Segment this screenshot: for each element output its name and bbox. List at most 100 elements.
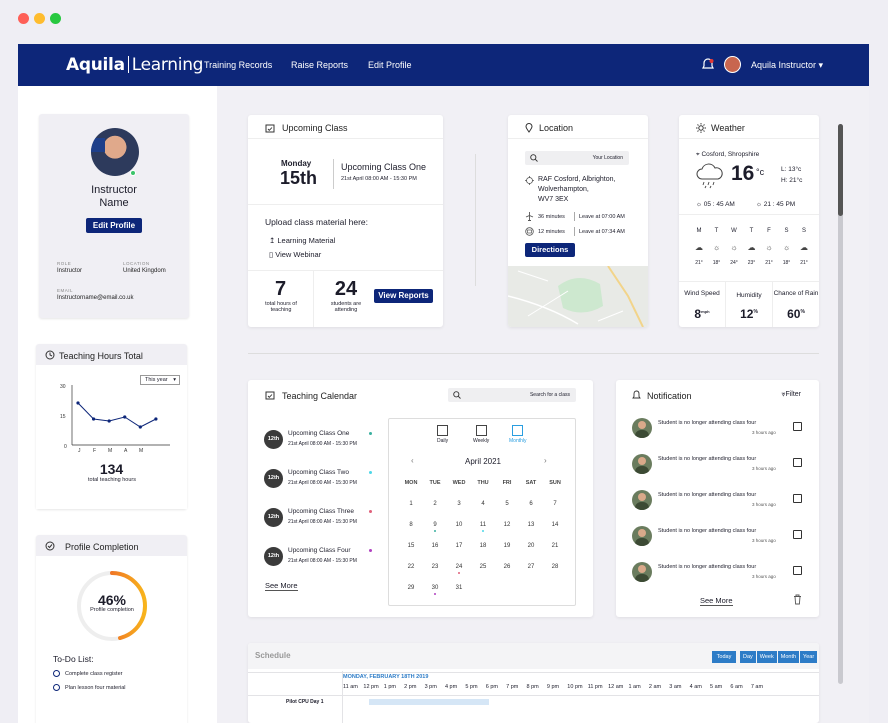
prev-month-arrow[interactable]: ‹	[411, 456, 414, 465]
schedule-event[interactable]	[369, 699, 489, 705]
class-list-item[interactable]: 12th Upcoming Class Four 21st April 08:00 …	[264, 545, 374, 571]
calendar-day[interactable]: 7	[553, 500, 557, 507]
schedule-view-week[interactable]: Week	[756, 651, 777, 663]
calendar-day[interactable]: 31	[455, 584, 463, 591]
filter-button[interactable]: ⩔Filter	[781, 391, 801, 398]
calendar-day[interactable]: 11	[471, 514, 495, 535]
user-menu[interactable]: Aquila Instructor ▾	[751, 60, 824, 70]
notification-item[interactable]: Student is no longer attending class fou…	[632, 490, 802, 516]
forecast-day: T ☁ 23°	[746, 228, 758, 266]
edit-profile-button[interactable]: Edit Profile	[86, 218, 142, 233]
calendar-day[interactable]: 2	[433, 500, 437, 507]
total-hours-label: total teaching hours	[88, 477, 137, 483]
calendar-day[interactable]: 16	[431, 542, 439, 549]
class-search-input[interactable]: Search for a class	[448, 388, 576, 402]
schedule-hour-label: 1 pm	[383, 684, 397, 690]
calendar-day[interactable]: 8	[409, 521, 413, 528]
view-weekly[interactable]: Weekly	[473, 425, 489, 444]
view-reports-button[interactable]: View Reports	[374, 289, 433, 303]
calendar-day[interactable]: 1	[409, 500, 413, 507]
calendar-day[interactable]: 18	[479, 542, 487, 549]
schedule-view-year[interactable]: Year	[800, 651, 818, 663]
completion-sub: Profile completion	[90, 607, 134, 613]
map-view[interactable]	[508, 266, 648, 327]
close-window-dot[interactable]	[18, 13, 29, 24]
calendar-day[interactable]: 20	[527, 542, 535, 549]
event-dot	[434, 530, 436, 532]
schedule-view-month[interactable]: Month	[777, 651, 800, 663]
bell-icon[interactable]	[702, 58, 714, 71]
notification-checkbox[interactable]	[793, 566, 802, 575]
calendar-day[interactable]: 10	[455, 521, 463, 528]
notification-item[interactable]: Student is no longer attending class fou…	[632, 454, 802, 480]
scrollbar-thumb[interactable]	[838, 124, 843, 216]
calendar-day[interactable]: 24	[447, 556, 471, 577]
forecast-day-label: T	[714, 228, 719, 234]
schedule-hours: 11 am 12 pm 1 pm 2 pm 3 pm 4 pm 5 pm 6 pm 7 pm 8 …	[343, 684, 771, 694]
schedule-hour-label: 7 am	[750, 684, 764, 690]
calendar-day[interactable]: 4	[481, 500, 485, 507]
notification-item[interactable]: Student is no longer attending class fou…	[632, 526, 802, 552]
calendar-day[interactable]: 19	[503, 542, 511, 549]
calendar-day[interactable]: 25	[479, 563, 487, 570]
scrollbar[interactable]	[838, 124, 843, 684]
schedule-row-label: Pilot CPU Day 1	[286, 699, 324, 705]
notification-checkbox[interactable]	[793, 494, 802, 503]
todo-item[interactable]: Plan lesson four material	[53, 684, 126, 691]
class-list-item[interactable]: 12th Upcoming Class Three 21st April 08:00…	[264, 506, 374, 532]
todo-item[interactable]: Complete class register	[53, 670, 122, 677]
location-search-input[interactable]: Your Location	[525, 151, 629, 165]
calendar-day[interactable]: 12	[503, 521, 511, 528]
nav-edit-profile[interactable]: Edit Profile	[368, 60, 412, 70]
calendar-day[interactable]: 21	[551, 542, 559, 549]
maximize-window-dot[interactable]	[50, 13, 61, 24]
trash-icon[interactable]	[793, 594, 802, 605]
notification-checkbox[interactable]	[793, 530, 802, 539]
today-button[interactable]: Today	[712, 651, 736, 663]
minimize-window-dot[interactable]	[34, 13, 45, 24]
class-list-item[interactable]: 12th Upcoming Class Two 21st April 08:00 A…	[264, 467, 374, 493]
calendar-day[interactable]: 30	[423, 577, 447, 598]
user-avatar[interactable]	[724, 56, 741, 73]
calendar-day[interactable]: 17	[455, 542, 463, 549]
calendar-day[interactable]: 5	[505, 500, 509, 507]
calendar-day[interactable]: 22	[407, 563, 415, 570]
teaching-hours-title: Teaching Hours Total	[59, 351, 143, 361]
calendar-day[interactable]: 28	[551, 563, 559, 570]
notification-see-more[interactable]: See More	[700, 596, 733, 606]
view-webinar-link[interactable]: ▯ View Webinar	[269, 250, 322, 259]
notification-checkbox[interactable]	[793, 458, 802, 467]
weekday-header: TUE	[429, 480, 441, 486]
role-label: ROLE	[57, 261, 72, 266]
calendar-day[interactable]: 3	[457, 500, 461, 507]
calendar-day[interactable]: 26	[503, 563, 511, 570]
schedule-hour-label: 12 am	[608, 684, 624, 690]
view-monthly[interactable]: Monthly	[509, 425, 527, 444]
target-icon	[525, 176, 534, 185]
next-month-arrow[interactable]: ›	[544, 456, 547, 465]
notification-checkbox[interactable]	[793, 422, 802, 431]
class-list-item[interactable]: 12th Upcoming Class One 21st April 08:00 A…	[264, 428, 374, 454]
calendar-day[interactable]: 27	[527, 563, 535, 570]
calendar-day[interactable]: 9	[423, 514, 447, 535]
year-filter-select[interactable]: This year ▾	[140, 375, 180, 385]
calendar-see-more[interactable]: See More	[265, 581, 298, 591]
nav-training-records[interactable]: Training Records	[204, 60, 273, 70]
directions-button[interactable]: Directions	[525, 243, 575, 257]
notification-item[interactable]: Student is no longer attending class fou…	[632, 418, 802, 444]
learning-material-link[interactable]: ↥ Learning Material	[269, 236, 336, 245]
student-avatar	[632, 490, 652, 510]
schedule-view-day[interactable]: Day	[740, 651, 756, 663]
nav-raise-reports[interactable]: Raise Reports	[291, 60, 349, 70]
brand-logo[interactable]: Aquila Learning	[66, 55, 204, 75]
notification-item[interactable]: Student is no longer attending class fou…	[632, 562, 802, 588]
notification-time: 3 hours ago	[752, 538, 776, 543]
calendar-day[interactable]: 14	[551, 521, 559, 528]
forecast-day-label: T	[749, 228, 754, 234]
calendar-day[interactable]: 15	[407, 542, 415, 549]
calendar-day[interactable]: 13	[527, 521, 535, 528]
calendar-day[interactable]: 29	[407, 584, 415, 591]
view-daily[interactable]: Daily	[437, 425, 448, 444]
calendar-day[interactable]: 23	[431, 563, 439, 570]
calendar-day[interactable]: 6	[529, 500, 533, 507]
